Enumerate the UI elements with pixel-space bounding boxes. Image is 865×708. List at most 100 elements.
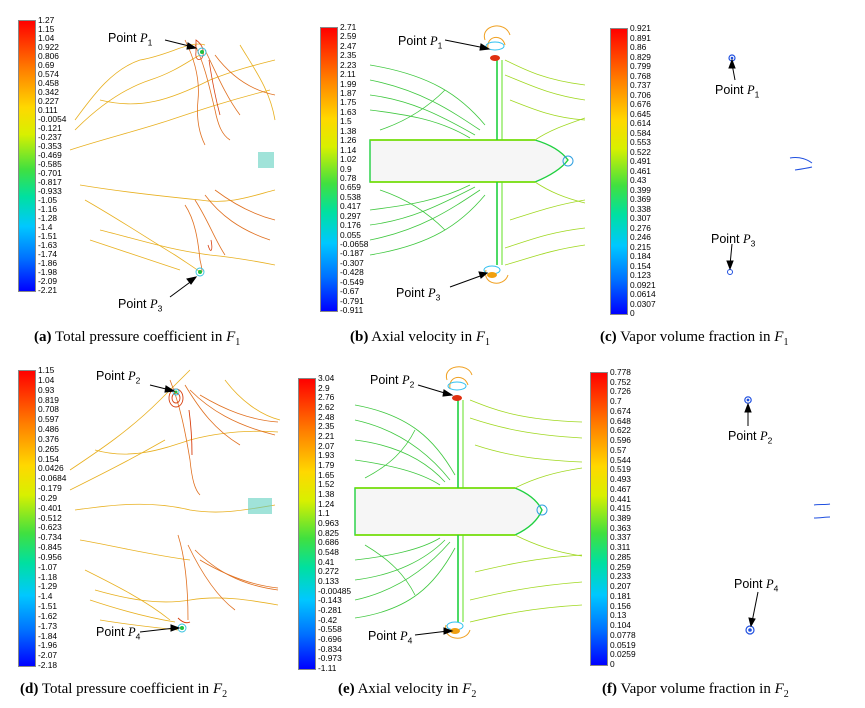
colorbar-tick-label: 1.14 (340, 144, 357, 155)
colorbar-tick-label: 1.79 (318, 460, 335, 470)
colorbar-tick-label: -2.07 (38, 650, 58, 661)
colorbar-tick-label: -2.09 (38, 276, 58, 286)
colorbar-tick-label: 0.363 (610, 522, 631, 533)
colorbar-tick-label: 0.259 (610, 561, 631, 572)
panel-c-caption-var: F (774, 329, 784, 345)
colorbar-tick-label: 0.154 (630, 260, 651, 271)
panel-e-point-top-text: Point (370, 373, 402, 387)
panel-e-point-top-label: Point P2 (370, 374, 414, 389)
colorbar-tick-label: 1.99 (340, 78, 357, 89)
panel-a-caption-text: Total pressure coefficient in (51, 329, 227, 345)
colorbar-tick-label: -0.353 (38, 141, 62, 151)
panel-d-point-bottom-text: Point (96, 625, 128, 639)
colorbar-tick-label: -1.73 (38, 620, 58, 631)
panel-c-point-top-text: Point (715, 83, 747, 97)
colorbar-tick-label: 0.548 (318, 547, 339, 557)
panel-d-point-top-sub: 2 (135, 375, 141, 386)
colorbar-tick-label: 0.493 (610, 474, 631, 485)
colorbar-tick-label: -0.281 (318, 605, 342, 615)
colorbar-tick-label: -1.11 (318, 663, 337, 673)
colorbar-tick-label: 0.922 (38, 42, 59, 52)
colorbar-tick-label: 0.706 (630, 89, 651, 100)
colorbar-tick-label: -1.51 (38, 231, 58, 241)
colorbar-tick-label: 0.9 (340, 163, 352, 174)
panel-a-caption-sub: 1 (235, 337, 241, 348)
colorbar-tick-label: -0.121 (38, 123, 62, 133)
colorbar-tick-label: 0.708 (38, 404, 59, 415)
panel-d-point-bottom-sub: 4 (135, 631, 141, 642)
colorbar-tick-label: -1.86 (38, 258, 58, 268)
colorbar-tick-label: -0.143 (318, 595, 342, 606)
colorbar-tick-label: 0.207 (610, 581, 631, 592)
panel-a-contour-plot (69, 39, 276, 298)
colorbar-tick-label: 0.376 (38, 433, 59, 444)
panel-e-caption-var: F (462, 681, 472, 697)
colorbar-tick-label: 0.538 (340, 191, 361, 202)
colorbar-tick-label: 0.0614 (630, 289, 656, 299)
colorbar-tick-label: 1.63 (340, 106, 357, 117)
panel-a-point-bottom-label: Point P3 (118, 298, 162, 313)
colorbar-tick-label: 2.21 (318, 431, 335, 441)
panel-f-caption-text: Vapor volume fraction in (617, 681, 775, 697)
colorbar-tick-label: 1.15 (38, 24, 55, 34)
colorbar-tick-label: 0.399 (630, 184, 651, 195)
colorbar-tick-label: 0.819 (38, 394, 59, 405)
panel-a-point-bottom-symbol: P (149, 297, 158, 311)
panel-b-point-top-text: Point (398, 34, 430, 48)
colorbar-tick-label: 0.78 (340, 172, 357, 183)
panel-f-colorbar-gradient (590, 372, 608, 666)
colorbar-tick-label: 0.752 (610, 376, 631, 387)
panel-d-caption-sub: 2 (222, 689, 228, 700)
colorbar-tick-label: 0.486 (38, 424, 59, 434)
panel-d-point-top-symbol: P (127, 369, 136, 383)
panel-a-caption-letter: (a) (34, 329, 52, 345)
colorbar-tick-label: 0.307 (630, 213, 651, 223)
panel-c: 0.921 0.891 0.86 0.829 0.799 0.768 0.737 0.706 0… (590, 0, 865, 355)
panel-a-point-bottom-text: Point (118, 297, 150, 311)
panel-d-colorbar-gradient (18, 370, 36, 667)
panel-b-caption-var: F (475, 329, 485, 345)
panel-d: 1.15 1.04 0.93 0.819 0.708 0.597 0.486 0.376 0.2… (0, 360, 290, 708)
colorbar-tick-label: -0.469 (38, 150, 62, 160)
colorbar-tick-label: -0.42 (318, 614, 338, 625)
panel-b-point-bottom-text: Point (396, 286, 428, 300)
colorbar-tick-label: 0.338 (630, 203, 651, 214)
panel-c-point-bottom-symbol: P (742, 232, 751, 246)
panel-b-point-top-sub: 1 (437, 40, 443, 51)
colorbar-tick-label: 0.272 (318, 566, 339, 577)
colorbar-tick-label: 0.285 (610, 551, 631, 562)
panel-e-colorbar-gradient (298, 378, 316, 670)
colorbar-tick-label: 0.156 (610, 600, 631, 611)
colorbar-tick-label: -1.62 (38, 610, 58, 621)
colorbar-tick-label: -1.96 (38, 640, 58, 651)
panel-a: 1.27 1.15 1.04 0.922 0.806 0.69 0.574 0.458 0.34… (0, 0, 290, 355)
colorbar-tick-label: -1.07 (38, 561, 58, 572)
colorbar-tick-label: -0.585 (38, 159, 62, 169)
panel-f: 0.778 0.752 0.726 0.7 0.674 0.648 0.622 0.596 0.… (590, 360, 865, 708)
panel-f-point-top-label: Point P2 (728, 430, 772, 445)
panel-c-point-top-symbol: P (746, 83, 755, 97)
panel-c-contour-plot (726, 54, 813, 275)
colorbar-tick-label: -0.0658 (340, 238, 369, 249)
colorbar-tick-label: 1.75 (340, 97, 357, 108)
colorbar-tick-label: 0.69 (38, 60, 55, 70)
colorbar-tick-label: -0.401 (38, 502, 62, 513)
colorbar-tick-label: 0.921 (630, 23, 651, 33)
colorbar-tick-label: 2.23 (340, 59, 357, 70)
colorbar-tick-label: 2.62 (318, 402, 335, 412)
colorbar-tick-label: 0.93 (38, 384, 55, 395)
colorbar-tick-label: 0.806 (38, 51, 59, 61)
panel-a-caption: (a) Total pressure coefficient in F1 (34, 330, 240, 348)
panel-d-caption-letter: (d) (20, 681, 39, 697)
panel-f-caption-sub: 2 (783, 689, 789, 700)
colorbar-tick-label: -1.51 (38, 601, 58, 611)
colorbar-tick-label: 0.181 (610, 590, 631, 601)
panel-e-caption-sub: 2 (471, 689, 477, 700)
panel-d-point-bottom-label: Point P4 (96, 626, 140, 641)
colorbar-tick-label: -1.4 (38, 591, 53, 602)
colorbar-tick-label: 0.055 (340, 229, 361, 240)
colorbar-tick-label: 0.0921 (630, 279, 656, 290)
colorbar-tick-label: 0.676 (630, 99, 651, 109)
colorbar-tick-label: -0.956 (38, 551, 62, 562)
colorbar-tick-label: 0.7 (610, 396, 622, 407)
